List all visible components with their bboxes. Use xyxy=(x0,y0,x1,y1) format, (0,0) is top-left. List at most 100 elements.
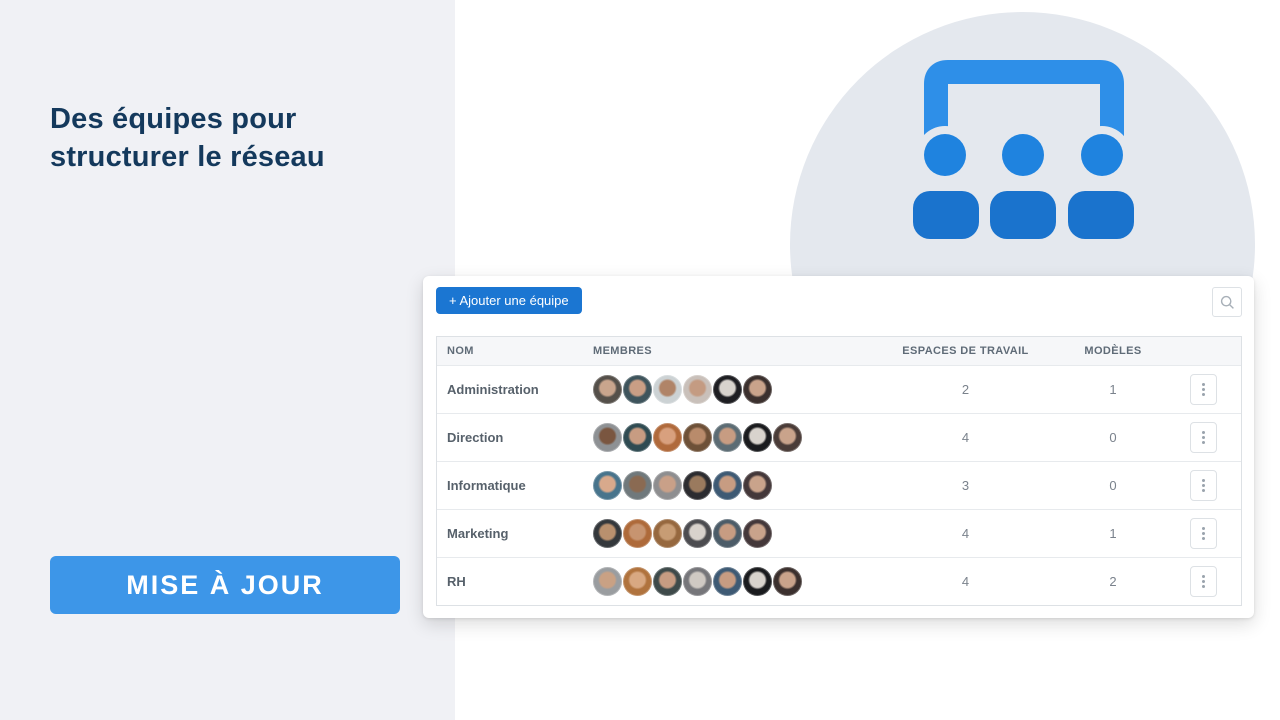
team-workspaces-count: 4 xyxy=(961,574,970,589)
row-menu-button[interactable] xyxy=(1190,566,1217,597)
column-header-membres: MEMBRES xyxy=(593,345,653,357)
member-avatar xyxy=(683,375,712,404)
team-members xyxy=(593,423,873,452)
team-icon-head xyxy=(924,134,966,176)
team-name: RH xyxy=(447,574,466,589)
team-workspaces-count: 4 xyxy=(961,430,970,445)
add-team-button[interactable]: + Ajouter une équipe xyxy=(436,287,582,314)
member-avatar xyxy=(623,375,652,404)
dot-icon xyxy=(1202,484,1205,487)
member-avatar xyxy=(653,375,682,404)
team-icon xyxy=(913,60,1134,239)
member-avatar xyxy=(623,423,652,452)
team-icon-head xyxy=(1081,134,1123,176)
table-row: RH 4 2 xyxy=(437,557,1241,605)
search-icon xyxy=(1220,295,1234,309)
table-row: Direction 4 0 xyxy=(437,413,1241,461)
team-icon-body xyxy=(913,191,979,239)
team-workspaces-count: 4 xyxy=(961,526,970,541)
dot-icon xyxy=(1202,479,1205,482)
table-row: Marketing 4 1 xyxy=(437,509,1241,557)
team-members xyxy=(593,375,873,404)
left-panel: Des équipes pour structurer le réseau MI… xyxy=(0,0,455,720)
table-row: Administration 2 1 xyxy=(437,365,1241,413)
member-avatar xyxy=(593,471,622,500)
dot-icon xyxy=(1202,489,1205,492)
member-avatar xyxy=(653,567,682,596)
dot-icon xyxy=(1202,580,1205,583)
team-name: Direction xyxy=(447,430,504,445)
member-avatar xyxy=(713,519,742,548)
member-avatar xyxy=(623,519,652,548)
member-avatar xyxy=(743,567,772,596)
member-avatar xyxy=(623,567,652,596)
card-toolbar: + Ajouter une équipe xyxy=(436,287,1242,317)
team-actions xyxy=(1168,422,1241,453)
member-avatar xyxy=(683,567,712,596)
dot-icon xyxy=(1202,527,1205,530)
dot-icon xyxy=(1202,383,1205,386)
team-members xyxy=(593,471,873,500)
dot-icon xyxy=(1202,537,1205,540)
table-header: NOM MEMBRES ESPACES DE TRAVAIL MODÈLES xyxy=(437,337,1241,365)
member-avatar xyxy=(683,519,712,548)
member-avatar xyxy=(653,423,682,452)
dot-icon xyxy=(1202,585,1205,588)
member-avatar xyxy=(623,471,652,500)
member-avatar xyxy=(593,375,622,404)
column-header-modeles: MODÈLES xyxy=(1084,345,1142,357)
member-avatar xyxy=(593,423,622,452)
member-avatar xyxy=(743,423,772,452)
dot-icon xyxy=(1202,388,1205,391)
row-menu-button[interactable] xyxy=(1190,422,1217,453)
team-models-count: 2 xyxy=(1109,574,1117,589)
dot-icon xyxy=(1202,575,1205,578)
table-row: Informatique 3 0 xyxy=(437,461,1241,509)
team-actions xyxy=(1168,374,1241,405)
member-avatar xyxy=(743,375,772,404)
team-models-count: 1 xyxy=(1109,526,1117,541)
dot-icon xyxy=(1202,431,1205,434)
team-actions xyxy=(1168,518,1241,549)
dot-icon xyxy=(1202,532,1205,535)
member-avatar xyxy=(713,375,742,404)
dot-icon xyxy=(1202,441,1205,444)
team-members xyxy=(593,519,873,548)
member-avatar xyxy=(593,567,622,596)
team-workspaces-count: 2 xyxy=(961,382,970,397)
member-avatar xyxy=(683,471,712,500)
team-icon-body xyxy=(1068,191,1134,239)
teams-table: NOM MEMBRES ESPACES DE TRAVAIL MODÈLES A… xyxy=(436,336,1242,606)
team-models-count: 0 xyxy=(1109,478,1117,493)
dot-icon xyxy=(1202,393,1205,396)
member-avatar xyxy=(713,471,742,500)
member-avatar xyxy=(713,423,742,452)
dot-icon xyxy=(1202,436,1205,439)
member-avatar xyxy=(743,471,772,500)
row-menu-button[interactable] xyxy=(1190,518,1217,549)
team-name: Informatique xyxy=(447,478,526,493)
page-title: Des équipes pour structurer le réseau xyxy=(50,103,325,173)
team-icon-head xyxy=(1002,134,1044,176)
team-name: Administration xyxy=(447,382,539,397)
team-models-count: 1 xyxy=(1109,382,1117,397)
column-header-espaces: ESPACES DE TRAVAIL xyxy=(902,345,1029,357)
member-avatar xyxy=(653,519,682,548)
team-workspaces-count: 3 xyxy=(961,478,970,493)
row-menu-button[interactable] xyxy=(1190,374,1217,405)
team-name: Marketing xyxy=(447,526,509,541)
team-actions xyxy=(1168,470,1241,501)
member-avatar xyxy=(773,567,802,596)
team-models-count: 0 xyxy=(1109,430,1117,445)
team-icon-body xyxy=(990,191,1056,239)
team-icon-bracket xyxy=(924,60,1124,140)
member-avatar xyxy=(713,567,742,596)
member-avatar xyxy=(653,471,682,500)
row-menu-button[interactable] xyxy=(1190,470,1217,501)
search-button[interactable] xyxy=(1212,287,1242,317)
member-avatar xyxy=(773,423,802,452)
member-avatar xyxy=(683,423,712,452)
update-button[interactable]: MISE À JOUR xyxy=(50,556,400,614)
team-actions xyxy=(1168,566,1241,597)
